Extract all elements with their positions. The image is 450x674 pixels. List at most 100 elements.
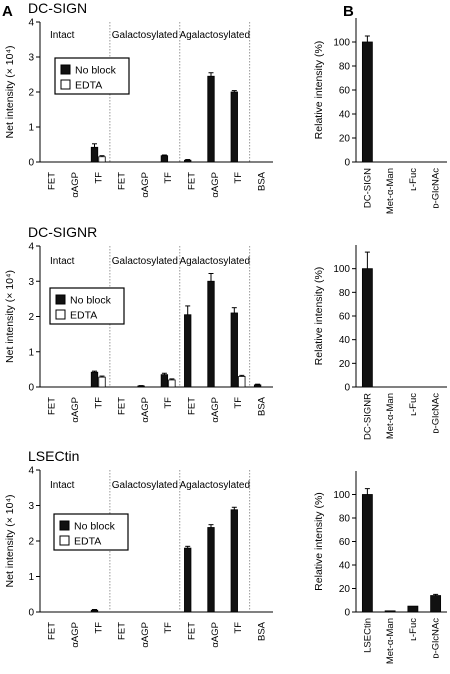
category-label: TF bbox=[93, 172, 104, 184]
y-tick-label: 0 bbox=[28, 158, 34, 169]
category-label: LSECtin bbox=[362, 618, 373, 653]
category-label: ʟ-Fuc bbox=[408, 393, 419, 416]
y-axis-label: Relative intensity (%) bbox=[313, 41, 325, 140]
bar-no-block bbox=[207, 280, 215, 388]
chart-title: LSECtin bbox=[28, 448, 79, 464]
y-tick-label: 2 bbox=[28, 537, 34, 548]
section-label: Intact bbox=[50, 256, 75, 267]
legend: No block EDTA bbox=[49, 287, 125, 325]
category-label: ᴅ-GlcNAc bbox=[431, 168, 442, 209]
category-label: FET bbox=[47, 622, 58, 640]
section-label: Intact bbox=[50, 480, 75, 491]
chart-b-2: 0 20 40 60 80 100 Relative intensity (%) DC-SIG… bbox=[313, 245, 447, 440]
section-label: Agalactosylated bbox=[179, 30, 250, 41]
category-label: αAGP bbox=[210, 172, 221, 198]
category-label: αAGP bbox=[70, 397, 81, 423]
y-axis-label: Net intensity (× 10⁴) bbox=[4, 46, 16, 139]
chart-b-3: 0 20 40 60 80 100 Relative intensity (%) LSECti… bbox=[313, 471, 447, 664]
bar-no-block bbox=[90, 146, 99, 163]
section-label: Galactosylated bbox=[112, 30, 178, 41]
category-label: αAGP bbox=[140, 397, 151, 423]
chart-a-1: DC-SIGN 0 1 2 3 4 Net intensity (× 10⁴) Intact G… bbox=[4, 0, 273, 198]
section-label: Intact bbox=[50, 30, 75, 41]
y-tick-label: 0 bbox=[344, 158, 350, 169]
bar bbox=[361, 41, 373, 163]
category-label: Met-α-Man bbox=[385, 618, 396, 664]
legend-swatch bbox=[60, 64, 71, 75]
legend-label: EDTA bbox=[70, 310, 97, 322]
y-tick-label: 1 bbox=[28, 347, 34, 358]
category-label: TF bbox=[233, 397, 244, 409]
category-label: TF bbox=[233, 622, 244, 634]
bar-no-block bbox=[184, 314, 192, 388]
y-tick-label: 3 bbox=[28, 53, 34, 64]
legend-swatch bbox=[59, 520, 70, 531]
bar-edta bbox=[238, 376, 246, 388]
y-tick-label: 0 bbox=[28, 383, 34, 394]
y-tick-label: 4 bbox=[28, 242, 34, 253]
category-label: BSA bbox=[256, 621, 267, 641]
bar bbox=[361, 494, 373, 613]
bar bbox=[384, 610, 396, 613]
category-label: αAGP bbox=[70, 172, 81, 198]
category-label: FET bbox=[47, 397, 58, 415]
legend: No block EDTA bbox=[54, 57, 130, 95]
category-label: FET bbox=[117, 397, 128, 415]
y-tick-label: 40 bbox=[339, 335, 351, 346]
y-tick-label: 80 bbox=[339, 62, 351, 73]
category-label: FET bbox=[186, 397, 197, 415]
category-label: ʟ-Fuc bbox=[408, 168, 419, 191]
bar-no-block bbox=[207, 527, 215, 613]
chart-title: DC-SIGN bbox=[28, 0, 87, 16]
chart-title: DC-SIGNR bbox=[28, 224, 97, 240]
category-label: DC-SIGNR bbox=[362, 393, 373, 440]
category-label: FET bbox=[47, 172, 58, 190]
y-tick-label: 100 bbox=[333, 38, 350, 49]
y-tick-label: 20 bbox=[339, 584, 351, 595]
bar-edta bbox=[98, 156, 106, 163]
category-label: DC-SIGN bbox=[362, 168, 373, 208]
y-tick-label: 0 bbox=[344, 608, 350, 619]
bar-no-block bbox=[184, 159, 192, 163]
category-label: αAGP bbox=[210, 622, 221, 648]
y-tick-label: 60 bbox=[339, 86, 351, 97]
legend-swatch bbox=[55, 309, 66, 320]
bar-no-block bbox=[184, 547, 192, 613]
y-axis-label: Relative intensity (%) bbox=[313, 492, 325, 591]
category-label: FET bbox=[186, 622, 197, 640]
category-label: ᴅ-GlcNAc bbox=[431, 618, 442, 659]
bar-no-block bbox=[230, 312, 238, 388]
bar-edta bbox=[98, 376, 106, 388]
y-tick-label: 20 bbox=[339, 134, 351, 145]
y-tick-label: 2 bbox=[28, 312, 34, 323]
section-label: Galactosylated bbox=[112, 480, 178, 491]
y-tick-label: 4 bbox=[28, 466, 34, 477]
y-tick-label: 1 bbox=[28, 123, 34, 134]
category-label: BSA bbox=[256, 396, 267, 416]
bar-no-block bbox=[230, 91, 238, 163]
category-label: ʟ-Fuc bbox=[408, 618, 419, 641]
bar-no-block bbox=[207, 75, 215, 163]
category-label: BSA bbox=[256, 171, 267, 191]
legend-label: EDTA bbox=[75, 80, 102, 92]
chart-a-3: LSECtin 0 1 2 3 4 Net intensity (× 10⁴) Intact G… bbox=[4, 448, 273, 648]
legend-label: No block bbox=[75, 65, 117, 77]
category-label: TF bbox=[233, 172, 244, 184]
category-label: αAGP bbox=[70, 622, 81, 648]
panel-a-label: A bbox=[2, 3, 13, 20]
charts: DC-SIGN 0 1 2 3 4 Net intensity (× 10⁴) Intact G… bbox=[4, 0, 447, 664]
y-tick-label: 1 bbox=[28, 572, 34, 583]
category-label: Met-α-Man bbox=[385, 168, 396, 214]
y-tick-label: 0 bbox=[344, 383, 350, 394]
y-tick-label: 100 bbox=[333, 490, 350, 501]
y-tick-label: 40 bbox=[339, 110, 351, 121]
category-label: αAGP bbox=[210, 397, 221, 423]
category-label: Met-α-Man bbox=[385, 393, 396, 439]
category-label: ᴅ-GlcNAc bbox=[431, 393, 442, 434]
legend-swatch bbox=[59, 535, 70, 546]
y-axis-label: Net intensity (× 10⁴) bbox=[4, 495, 16, 588]
y-tick-label: 80 bbox=[339, 514, 351, 525]
legend-swatch bbox=[55, 294, 66, 305]
bar bbox=[361, 268, 373, 388]
bar-edta bbox=[168, 379, 176, 388]
